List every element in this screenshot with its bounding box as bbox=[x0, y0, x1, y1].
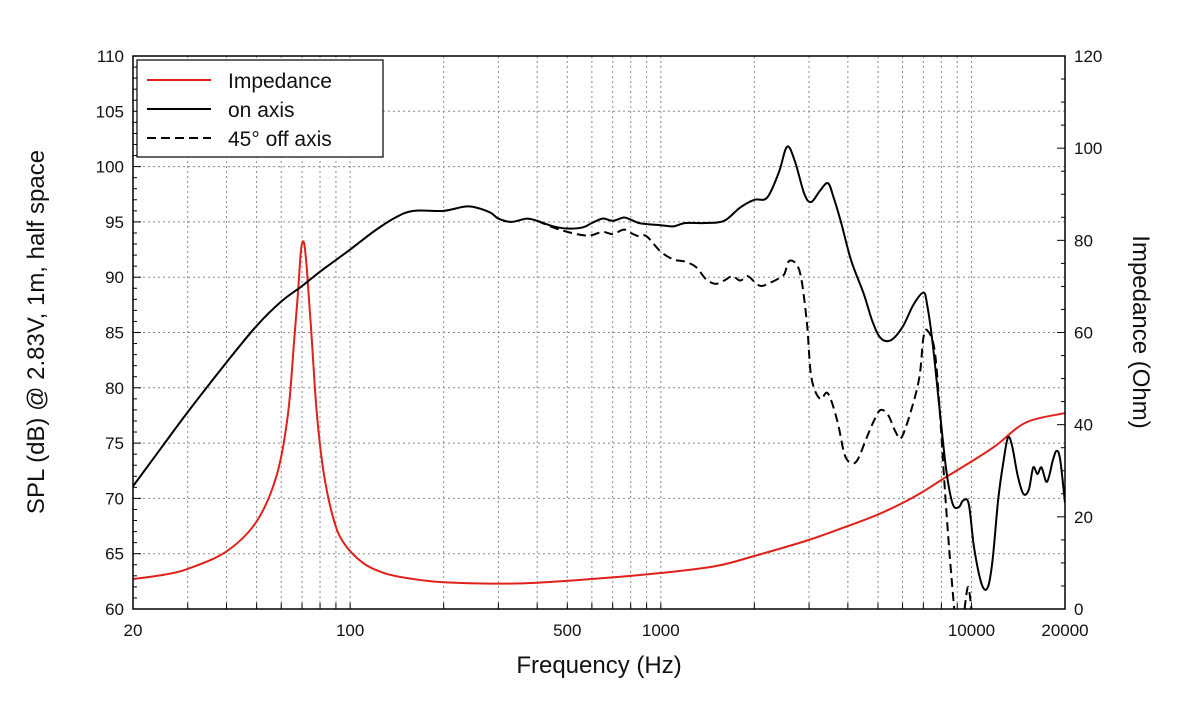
y-axis-title: SPL (dB) @ 2.83V, 1m, half space bbox=[23, 150, 50, 514]
series-line-45-off-axis bbox=[536, 219, 956, 609]
y-tick-label: 100 bbox=[96, 158, 124, 177]
x-axis-title: Frequency (Hz) bbox=[516, 652, 681, 679]
y-tick-label: 95 bbox=[105, 213, 124, 232]
legend: Impedance on axis 45° off axis bbox=[136, 59, 384, 158]
y-tick-label: 110 bbox=[97, 47, 124, 66]
legend-label-impedance: Impedance bbox=[228, 70, 332, 93]
y-tick-label: 65 bbox=[105, 545, 124, 564]
y2-tick-label: 100 bbox=[1074, 139, 1102, 158]
y-tick-label: 80 bbox=[105, 379, 124, 398]
y-tick-label: 105 bbox=[96, 102, 124, 121]
series-line-impedance bbox=[133, 240, 1065, 585]
y2-tick-label: 120 bbox=[1074, 47, 1102, 66]
x-tick-label: 20 bbox=[124, 621, 143, 640]
y2-tick-label: 40 bbox=[1074, 416, 1093, 435]
y2-axis-title: Impedance (Ohm) bbox=[1127, 235, 1154, 428]
axis-ticks: 60 65 70 75 80 85 90 95 100 105 110 0 20 40 60 80 100 120… bbox=[96, 47, 1103, 640]
series-line-45-off-axis-blip bbox=[963, 585, 973, 609]
y-tick-label: 60 bbox=[105, 600, 124, 619]
y2-tick-label: 20 bbox=[1074, 508, 1093, 527]
x-tick-label: 100 bbox=[336, 621, 364, 640]
data-series bbox=[133, 145, 1065, 609]
y2-tick-label: 80 bbox=[1074, 231, 1093, 250]
y-tick-label: 75 bbox=[105, 434, 124, 453]
y-tick-label: 90 bbox=[105, 268, 124, 287]
y-tick-label: 85 bbox=[105, 324, 124, 343]
y2-tick-label: 60 bbox=[1074, 324, 1093, 343]
x-tick-label: 500 bbox=[553, 621, 581, 640]
legend-label-on-axis: on axis bbox=[228, 99, 295, 122]
x-tick-label: 20000 bbox=[1041, 621, 1088, 640]
x-tick-label: 1000 bbox=[642, 621, 680, 640]
y-tick-label: 70 bbox=[105, 489, 124, 508]
x-tick-label: 10000 bbox=[948, 621, 995, 640]
series-line-on-axis bbox=[133, 145, 1065, 591]
y2-tick-label: 0 bbox=[1074, 600, 1083, 619]
legend-label-off-axis: 45° off axis bbox=[228, 128, 332, 151]
